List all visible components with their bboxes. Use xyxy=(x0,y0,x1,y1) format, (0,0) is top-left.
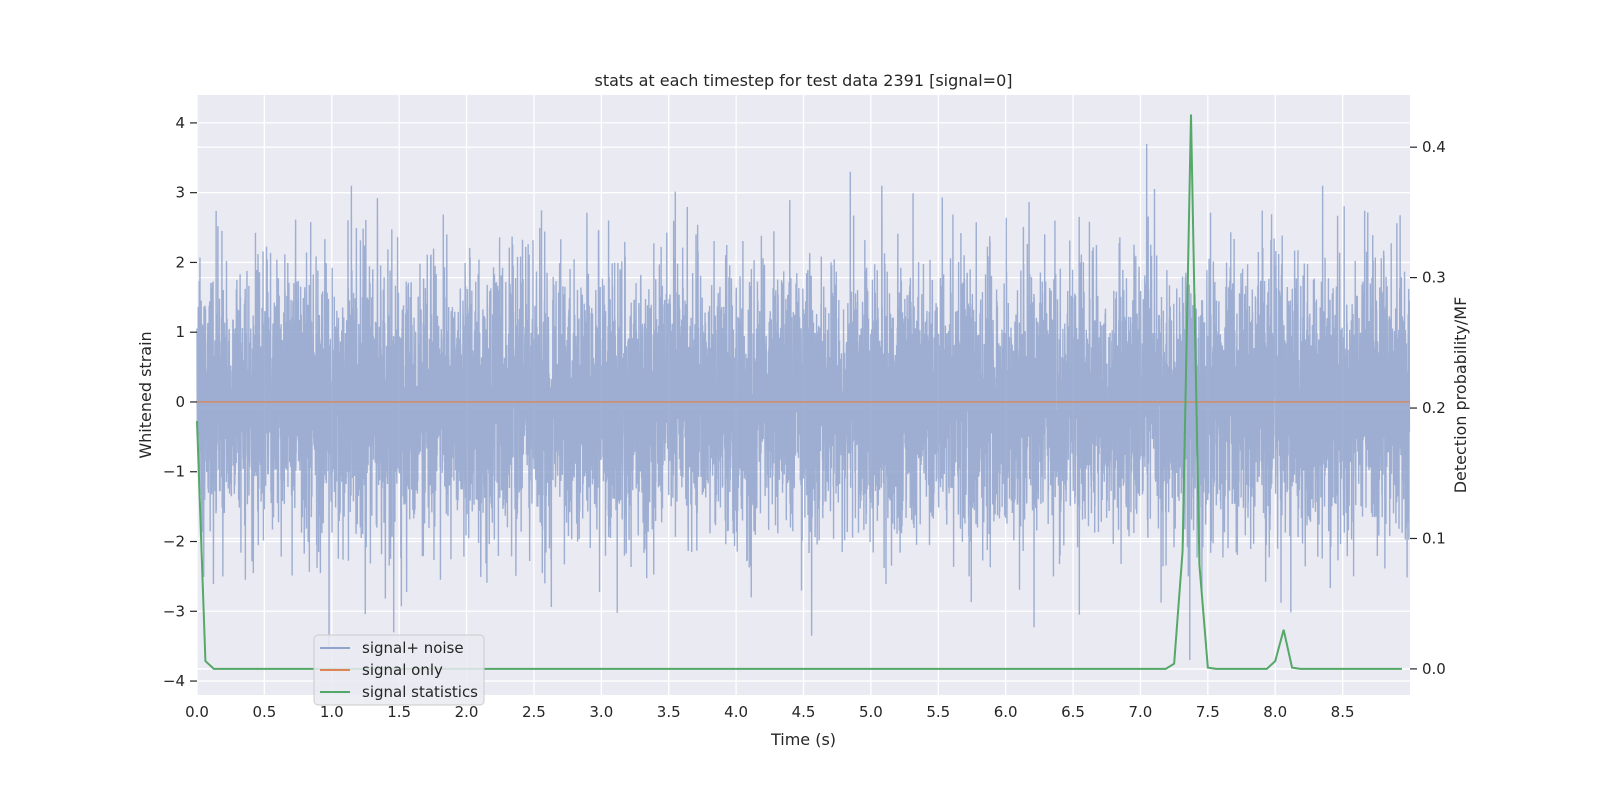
series-signal-noise xyxy=(196,143,1411,661)
y-axis-left-ticks: 4 3 2 1 0 −1 −2 −3 −4 xyxy=(163,114,197,690)
x-tick-label: 7.5 xyxy=(1196,703,1220,721)
signal-statistics-line xyxy=(196,114,1402,670)
y-axis-left-label: Whitened strain xyxy=(136,331,155,458)
x-tick-label: 3.0 xyxy=(589,703,613,721)
x-tick-label: 1.0 xyxy=(320,703,344,721)
x-axis-ticks: 0.0 0.5 1.0 1.5 2.0 2.5 3.0 3.5 4.0 4.5 5.0 5.5 6.0 6… xyxy=(185,703,1354,721)
y-right-tick-label: 0.3 xyxy=(1422,269,1446,287)
x-tick-label: 4.5 xyxy=(792,703,816,721)
x-tick-label: 7.0 xyxy=(1129,703,1153,721)
x-tick-label: 6.5 xyxy=(1061,703,1085,721)
legend-entry: signal statistics xyxy=(362,683,478,701)
y-right-tick-label: 0.1 xyxy=(1422,529,1446,547)
y-right-tick-label: 0.4 xyxy=(1422,138,1446,156)
legend-entry: signal+ noise xyxy=(362,639,464,657)
y-left-tick-label: −1 xyxy=(163,463,185,481)
x-tick-label: 2.5 xyxy=(522,703,546,721)
x-tick-label: 5.5 xyxy=(926,703,950,721)
y-left-tick-label: 2 xyxy=(175,253,185,271)
x-tick-label: 1.5 xyxy=(387,703,411,721)
x-tick-label: 6.0 xyxy=(994,703,1018,721)
x-tick-label: 5.0 xyxy=(859,703,883,721)
y-right-tick-label: 0.2 xyxy=(1422,399,1446,417)
x-tick-label: 0.5 xyxy=(252,703,276,721)
y-left-tick-label: −4 xyxy=(163,672,185,690)
x-tick-label: 8.0 xyxy=(1263,703,1287,721)
y-left-tick-label: −2 xyxy=(163,533,185,551)
legend-box xyxy=(313,634,485,706)
legend-entry: signal only xyxy=(362,661,443,679)
x-axis-label: Time (s) xyxy=(770,730,836,749)
legend: signal+ noise signal only signal statistic… xyxy=(313,634,485,706)
y-right-tick-label: 0.0 xyxy=(1422,660,1446,678)
x-tick-label: 8.5 xyxy=(1331,703,1355,721)
x-tick-label: 3.5 xyxy=(657,703,681,721)
y-left-tick-label: −3 xyxy=(163,602,185,620)
x-tick-label: 2.0 xyxy=(455,703,479,721)
x-tick-label: 4.0 xyxy=(724,703,748,721)
y-left-tick-label: 3 xyxy=(175,184,185,202)
y-left-tick-label: 0 xyxy=(175,393,185,411)
y-left-tick-label: 1 xyxy=(175,323,185,341)
y-axis-right-ticks: 0.4 0.3 0.2 0.1 0.0 xyxy=(1410,138,1446,678)
x-tick-label: 0.0 xyxy=(185,703,209,721)
y-left-tick-label: 4 xyxy=(175,114,185,132)
chart-title: stats at each timestep for test data 239… xyxy=(594,71,1012,90)
series-signal-statistics xyxy=(196,114,1402,670)
signal-noise-line xyxy=(196,143,1411,661)
y-axis-right-label: Detection probability/MF xyxy=(1451,297,1470,494)
